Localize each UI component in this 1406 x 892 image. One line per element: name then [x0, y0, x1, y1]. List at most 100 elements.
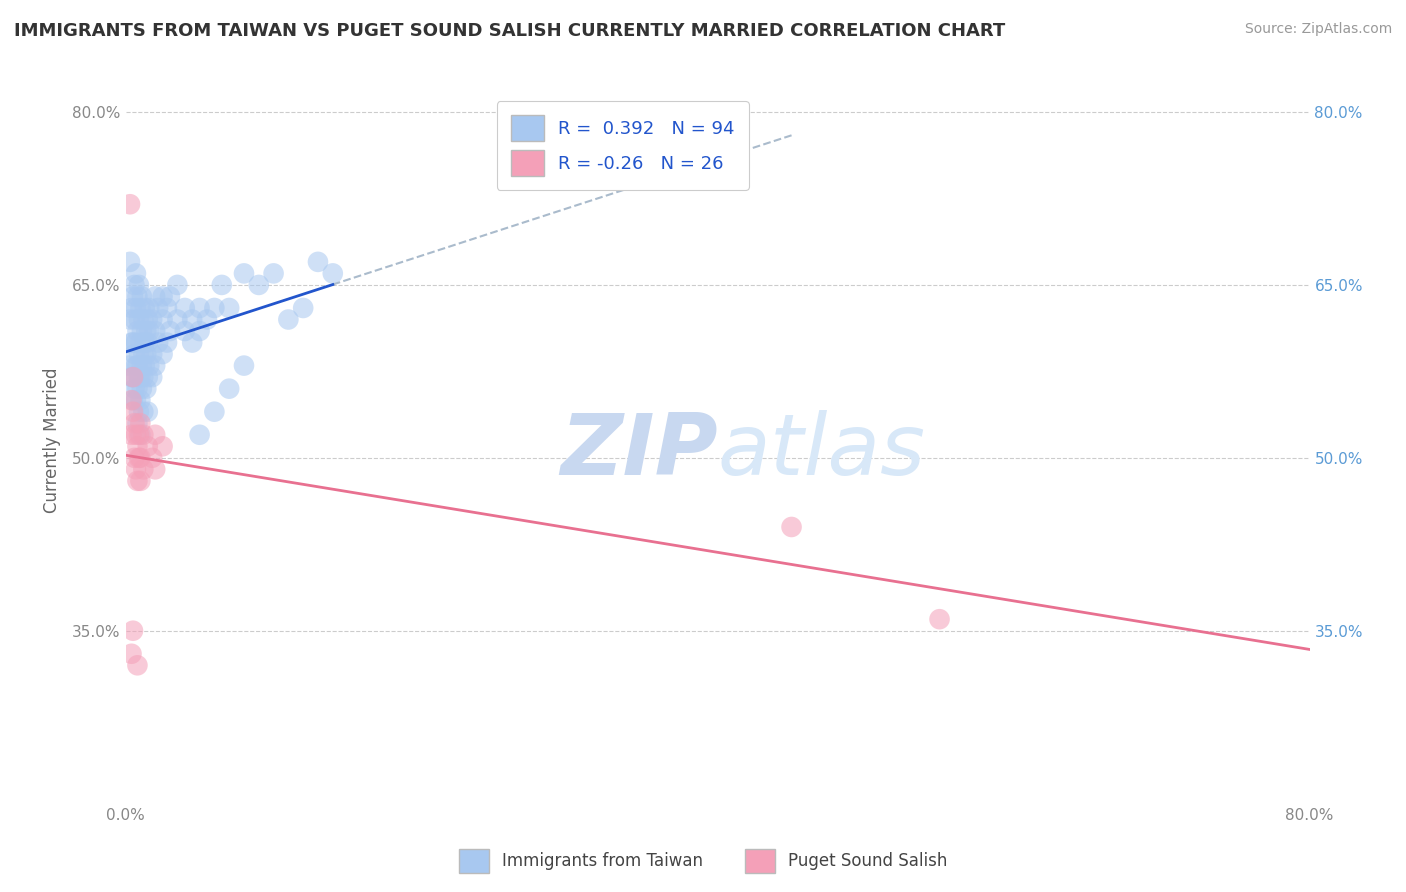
- Point: [132, 312, 155, 326]
- Point: [143, 289, 166, 303]
- Point: [125, 359, 148, 373]
- Point: [143, 427, 166, 442]
- Point: [263, 266, 285, 280]
- Point: [118, 197, 141, 211]
- Point: [233, 359, 256, 373]
- Point: [166, 277, 188, 292]
- Point: [134, 359, 156, 373]
- Point: [188, 427, 211, 442]
- Point: [134, 301, 156, 315]
- Point: [152, 289, 174, 303]
- Point: [141, 450, 163, 465]
- Point: [124, 347, 146, 361]
- Point: [173, 301, 195, 315]
- Point: [202, 301, 225, 315]
- Point: [125, 301, 148, 315]
- Point: [135, 324, 157, 338]
- Point: [127, 416, 149, 430]
- Point: [122, 370, 145, 384]
- Legend: R =  0.392   N = 94, R = -0.26   N = 26: R = 0.392 N = 94, R = -0.26 N = 26: [496, 101, 749, 190]
- Point: [173, 324, 195, 338]
- Point: [218, 301, 240, 315]
- Point: [118, 255, 141, 269]
- Point: [128, 347, 150, 361]
- Point: [928, 612, 950, 626]
- Text: IMMIGRANTS FROM TAIWAN VS PUGET SOUND SALISH CURRENTLY MARRIED CORRELATION CHART: IMMIGRANTS FROM TAIWAN VS PUGET SOUND SA…: [14, 22, 1005, 40]
- Point: [124, 277, 146, 292]
- Point: [127, 359, 149, 373]
- Point: [127, 382, 149, 396]
- Text: Source: ZipAtlas.com: Source: ZipAtlas.com: [1244, 22, 1392, 37]
- Point: [128, 427, 150, 442]
- Point: [181, 312, 204, 326]
- Point: [131, 289, 153, 303]
- Y-axis label: Currently Married: Currently Married: [44, 368, 60, 513]
- Point: [124, 312, 146, 326]
- Point: [127, 324, 149, 338]
- Point: [136, 370, 159, 384]
- Point: [128, 277, 150, 292]
- Point: [127, 474, 149, 488]
- Point: [122, 370, 145, 384]
- Point: [128, 450, 150, 465]
- Point: [129, 370, 152, 384]
- Point: [122, 393, 145, 408]
- Point: [122, 624, 145, 638]
- Point: [121, 301, 143, 315]
- Text: atlas: atlas: [717, 410, 925, 493]
- Point: [125, 266, 148, 280]
- Point: [124, 450, 146, 465]
- Point: [129, 335, 152, 350]
- Point: [129, 393, 152, 408]
- Point: [233, 266, 256, 280]
- Point: [129, 450, 152, 465]
- Point: [131, 324, 153, 338]
- Point: [141, 370, 163, 384]
- Point: [135, 347, 157, 361]
- Point: [146, 301, 169, 315]
- Point: [166, 312, 188, 326]
- Point: [132, 405, 155, 419]
- Point: [159, 289, 181, 303]
- Point: [277, 312, 299, 326]
- Point: [141, 347, 163, 361]
- Point: [129, 474, 152, 488]
- Point: [132, 427, 155, 442]
- Point: [125, 335, 148, 350]
- Point: [118, 312, 141, 326]
- Point: [138, 359, 160, 373]
- Point: [128, 370, 150, 384]
- Text: ZIP: ZIP: [560, 410, 717, 493]
- Point: [121, 427, 143, 442]
- Point: [117, 359, 139, 373]
- Point: [138, 324, 160, 338]
- Point: [247, 277, 270, 292]
- Point: [122, 289, 145, 303]
- Point: [135, 382, 157, 396]
- Point: [132, 370, 155, 384]
- Point: [143, 359, 166, 373]
- Point: [136, 439, 159, 453]
- Point: [127, 439, 149, 453]
- Point: [156, 335, 179, 350]
- Point: [129, 427, 152, 442]
- Point: [152, 347, 174, 361]
- Point: [127, 658, 149, 673]
- Point: [195, 312, 218, 326]
- Point: [128, 312, 150, 326]
- Point: [124, 382, 146, 396]
- Point: [136, 335, 159, 350]
- Point: [128, 405, 150, 419]
- Point: [143, 324, 166, 338]
- Point: [129, 301, 152, 315]
- Point: [124, 416, 146, 430]
- Point: [322, 266, 344, 280]
- Point: [188, 301, 211, 315]
- Point: [141, 312, 163, 326]
- Point: [143, 462, 166, 476]
- Point: [125, 393, 148, 408]
- Point: [134, 335, 156, 350]
- Point: [125, 427, 148, 442]
- Point: [129, 416, 152, 430]
- Point: [121, 370, 143, 384]
